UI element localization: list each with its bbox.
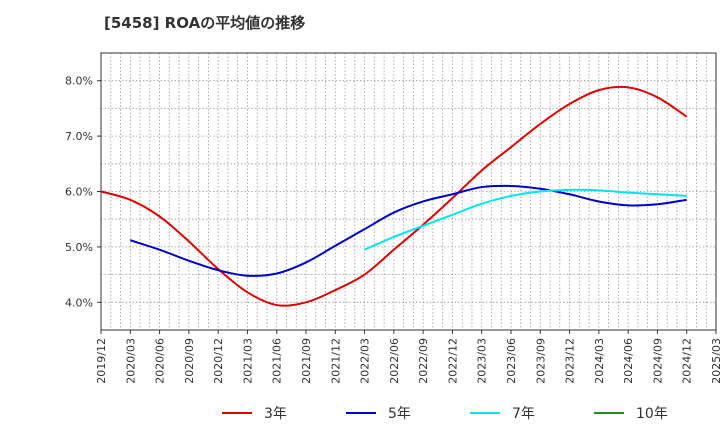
x-tick-label: 2024/06	[622, 338, 635, 384]
y-tick-label: 7.0%	[65, 130, 93, 143]
x-tick-label: 2024/09	[651, 338, 664, 384]
grid	[101, 53, 716, 330]
y-tick-label: 8.0%	[65, 75, 93, 88]
x-tick-label: 2023/12	[564, 338, 577, 384]
x-tick-label: 2023/03	[476, 338, 489, 384]
series-line-2	[364, 188, 687, 251]
y-tick-label: 5.0%	[65, 241, 93, 254]
x-tick-label: 2021/09	[300, 338, 313, 384]
x-tick-label: 2019/12	[95, 338, 108, 384]
x-tick-label: 2025/03	[710, 338, 720, 384]
x-tick-label: 2022/06	[388, 338, 401, 384]
x-tick-label: 2020/03	[124, 338, 137, 384]
x-tick-label: 2020/09	[183, 338, 196, 384]
y-tick-label: 4.0%	[65, 296, 93, 309]
legend: 3年 5年 7年 10年	[222, 406, 668, 422]
y-axis-ticks: 4.0% 5.0% 6.0% 7.0% 8.0%	[65, 75, 101, 309]
x-tick-label: 2022/03	[359, 338, 372, 384]
x-axis-ticks: 2019/12 2020/03 2020/06 2020/09 2020/12 2021/…	[95, 330, 720, 384]
legend-label-0: 3年	[264, 406, 287, 422]
x-tick-label: 2024/12	[681, 338, 694, 384]
series-line-0	[100, 85, 688, 307]
x-tick-label: 2020/12	[212, 338, 225, 384]
x-tick-label: 2020/06	[154, 338, 167, 384]
x-tick-label: 2021/12	[329, 338, 342, 384]
x-tick-label: 2023/06	[505, 338, 518, 384]
x-tick-label: 2021/03	[241, 338, 254, 384]
x-tick-label: 2023/09	[534, 338, 547, 384]
legend-label-2: 7年	[512, 406, 535, 422]
x-tick-label: 2021/06	[271, 338, 284, 384]
x-tick-label: 2022/09	[417, 338, 430, 384]
legend-label-3: 10年	[636, 406, 668, 422]
y-tick-label: 6.0%	[65, 186, 93, 199]
series-line-1	[129, 184, 687, 277]
chart-title: [5458] ROAの平均値の推移	[104, 14, 306, 32]
legend-label-1: 5年	[388, 406, 411, 422]
series-lines	[100, 85, 688, 307]
x-tick-label: 2024/03	[593, 338, 606, 384]
x-tick-label: 2022/12	[446, 338, 459, 384]
